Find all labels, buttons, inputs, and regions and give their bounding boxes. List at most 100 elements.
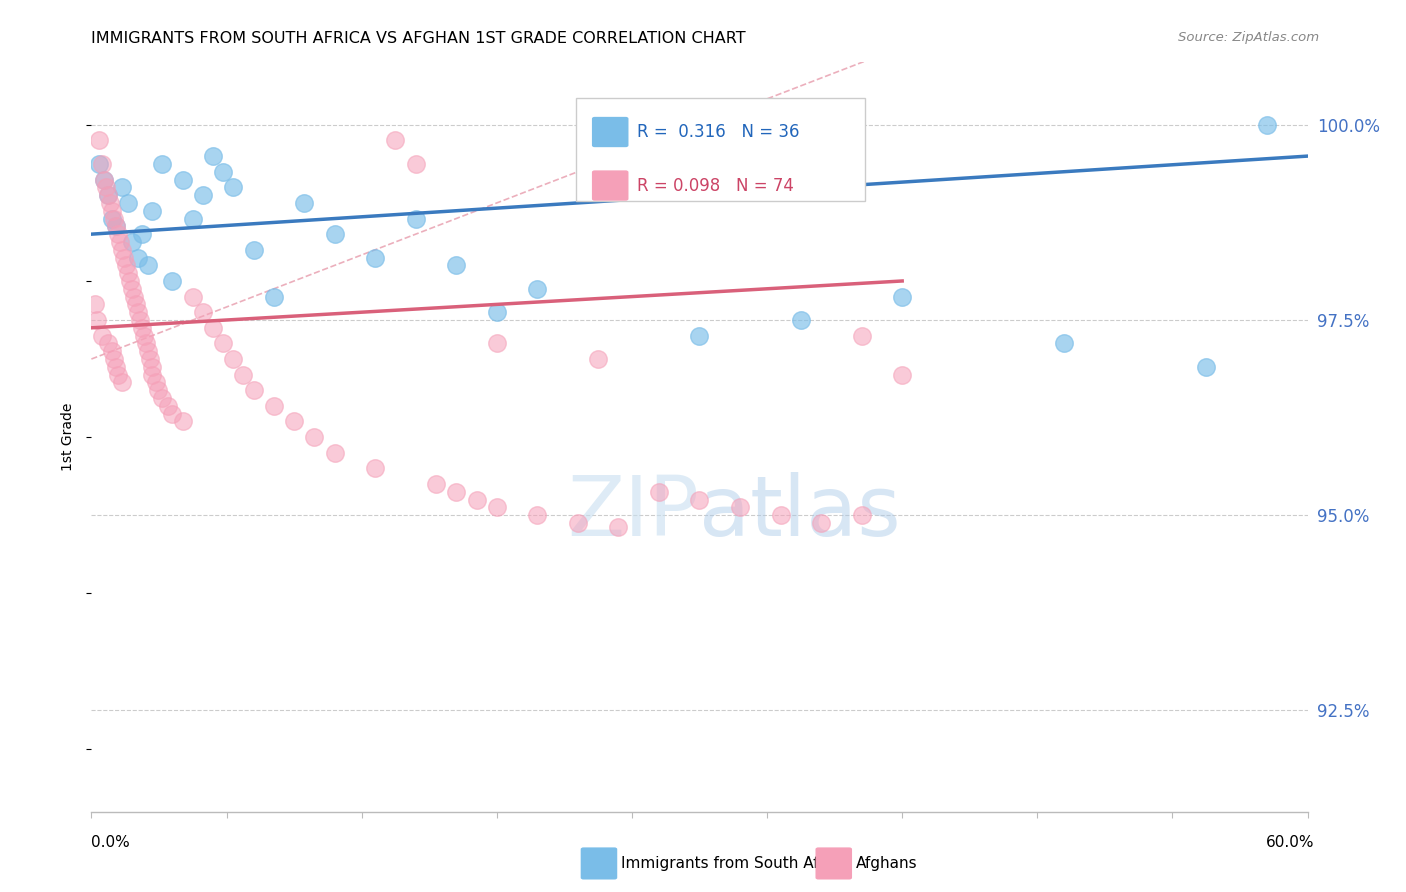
- Point: [131, 320, 153, 334]
- Point: [364, 461, 387, 475]
- Point: [222, 180, 245, 194]
- Point: [607, 520, 630, 534]
- Point: [94, 180, 117, 194]
- Point: [485, 336, 508, 351]
- Point: [118, 274, 141, 288]
- Point: [89, 157, 111, 171]
- Text: ZIP: ZIP: [568, 472, 699, 552]
- Point: [107, 227, 129, 241]
- Point: [485, 305, 508, 319]
- Point: [89, 133, 111, 147]
- Point: [150, 157, 173, 171]
- Text: Afghans: Afghans: [856, 856, 918, 871]
- Point: [127, 251, 149, 265]
- Point: [292, 195, 315, 210]
- Point: [444, 484, 467, 499]
- Point: [148, 384, 170, 398]
- Point: [202, 149, 225, 163]
- Point: [810, 516, 832, 530]
- Y-axis label: 1st Grade: 1st Grade: [62, 403, 76, 471]
- Point: [157, 399, 180, 413]
- Point: [222, 351, 245, 366]
- Point: [97, 188, 120, 202]
- Point: [108, 235, 131, 249]
- Text: 60.0%: 60.0%: [1267, 836, 1315, 850]
- Point: [202, 320, 225, 334]
- Point: [172, 414, 194, 428]
- Point: [526, 508, 548, 522]
- Point: [688, 328, 710, 343]
- Text: 0.0%: 0.0%: [91, 836, 131, 850]
- Point: [139, 351, 162, 366]
- Point: [104, 359, 127, 374]
- Point: [100, 211, 122, 226]
- Point: [131, 227, 153, 241]
- Point: [86, 313, 108, 327]
- Point: [90, 328, 112, 343]
- Point: [162, 407, 184, 421]
- Point: [790, 313, 813, 327]
- Point: [181, 211, 204, 226]
- Point: [425, 476, 447, 491]
- Point: [136, 258, 159, 272]
- Point: [121, 235, 143, 249]
- Point: [129, 313, 152, 327]
- Point: [104, 219, 127, 234]
- Point: [93, 172, 115, 186]
- Point: [728, 500, 751, 515]
- Point: [405, 211, 427, 226]
- Point: [323, 227, 346, 241]
- Point: [132, 328, 155, 343]
- Point: [444, 258, 467, 272]
- Point: [191, 188, 214, 202]
- Point: [191, 305, 214, 319]
- Point: [90, 157, 112, 171]
- Point: [263, 399, 285, 413]
- Point: [181, 289, 204, 303]
- Point: [141, 359, 163, 374]
- Point: [851, 328, 873, 343]
- Point: [323, 445, 346, 459]
- Point: [232, 368, 254, 382]
- Point: [103, 351, 125, 366]
- Text: Immigrants from South Africa: Immigrants from South Africa: [621, 856, 848, 871]
- Point: [121, 282, 143, 296]
- Point: [648, 484, 671, 499]
- Point: [127, 305, 149, 319]
- Text: Source: ZipAtlas.com: Source: ZipAtlas.com: [1178, 31, 1319, 45]
- Point: [150, 391, 173, 405]
- Point: [117, 195, 139, 210]
- Point: [485, 500, 508, 515]
- Point: [111, 243, 134, 257]
- Point: [104, 219, 127, 234]
- Point: [98, 195, 121, 210]
- Point: [891, 368, 914, 382]
- Point: [567, 516, 589, 530]
- Point: [688, 492, 710, 507]
- Point: [1053, 336, 1076, 351]
- Point: [364, 251, 387, 265]
- Point: [117, 266, 139, 280]
- Point: [107, 368, 129, 382]
- Text: IMMIGRANTS FROM SOUTH AFRICA VS AFGHAN 1ST GRADE CORRELATION CHART: IMMIGRANTS FROM SOUTH AFRICA VS AFGHAN 1…: [91, 31, 747, 46]
- Point: [141, 368, 163, 382]
- Point: [242, 384, 264, 398]
- Point: [851, 508, 873, 522]
- Point: [586, 141, 609, 155]
- Point: [891, 289, 914, 303]
- Point: [1195, 359, 1218, 374]
- Point: [162, 274, 184, 288]
- Point: [586, 351, 609, 366]
- Point: [141, 203, 163, 218]
- Text: R =  0.316   N = 36: R = 0.316 N = 36: [637, 123, 800, 141]
- Point: [1256, 118, 1278, 132]
- Point: [172, 172, 194, 186]
- Point: [97, 188, 120, 202]
- Point: [125, 297, 148, 311]
- Point: [145, 376, 167, 390]
- Point: [115, 258, 138, 272]
- Point: [405, 157, 427, 171]
- Point: [93, 172, 115, 186]
- Point: [526, 282, 548, 296]
- Point: [84, 297, 107, 311]
